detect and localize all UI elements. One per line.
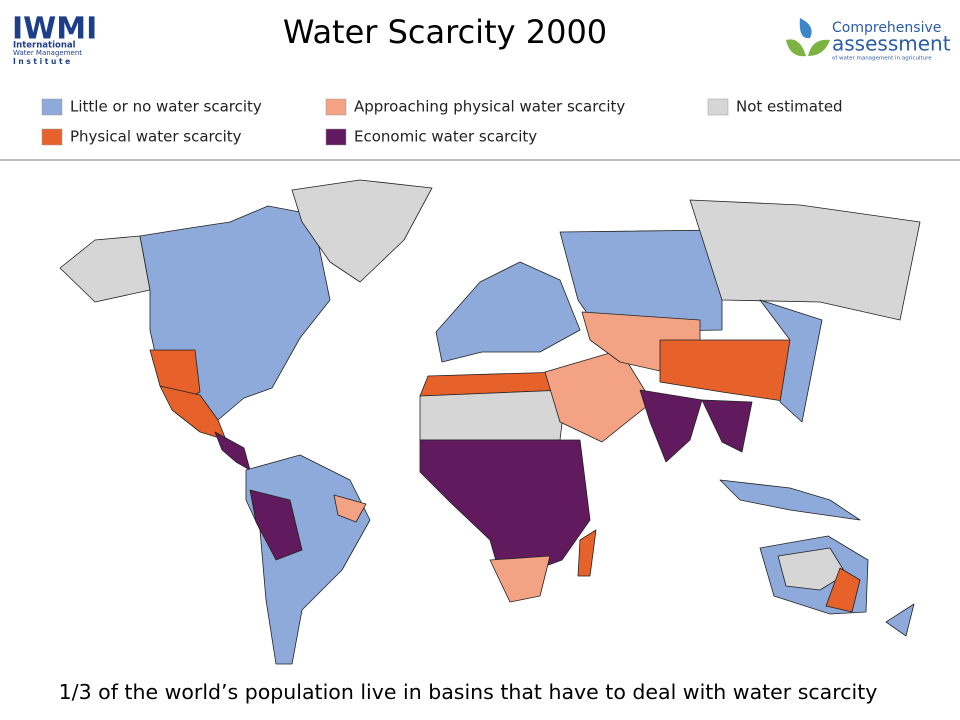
legend-swatch xyxy=(325,128,347,146)
logo-line: of water management in agriculture xyxy=(832,56,932,62)
region xyxy=(759,299,823,423)
region xyxy=(689,199,921,321)
logo-leaves xyxy=(786,39,830,57)
title: Water Scarcity 2000 xyxy=(283,13,607,51)
region xyxy=(489,555,551,603)
legend-swatch xyxy=(41,128,63,146)
region xyxy=(59,235,151,303)
region xyxy=(701,399,753,453)
legend-swatch xyxy=(325,98,347,116)
logo-mark: IWMI xyxy=(12,12,97,47)
logo-line: assessment xyxy=(832,32,951,56)
legend-label: Little or no water scarcity xyxy=(70,98,262,116)
iwmi-logo: IWMI International Water Management I n … xyxy=(12,12,97,67)
ca-logo: Comprehensive assessment of water manage… xyxy=(786,18,951,62)
region xyxy=(639,389,703,463)
region xyxy=(435,261,581,363)
legend-label: Physical water scarcity xyxy=(70,128,242,146)
region xyxy=(214,431,251,471)
region xyxy=(544,349,653,443)
legend-label: Not estimated xyxy=(736,98,843,116)
region xyxy=(333,494,367,523)
region xyxy=(419,389,567,441)
logo-line: International xyxy=(13,41,76,51)
region xyxy=(777,547,847,591)
world-map xyxy=(59,179,921,665)
logo-line: Water Management xyxy=(13,49,82,57)
legend-swatch xyxy=(707,98,729,116)
region xyxy=(719,479,861,521)
legend-label: Approaching physical water scarcity xyxy=(354,98,625,116)
logo-line: I n s t i t u t e xyxy=(13,57,70,66)
legend: Little or no water scarcity Physical wate… xyxy=(41,98,843,146)
region xyxy=(885,603,915,637)
region xyxy=(249,489,303,561)
region xyxy=(245,454,371,665)
legend-swatch xyxy=(41,98,63,116)
region xyxy=(659,339,791,403)
region xyxy=(291,179,433,283)
logo-line: Comprehensive xyxy=(832,20,941,36)
logo-drop xyxy=(799,18,812,39)
region xyxy=(577,529,597,577)
region xyxy=(825,567,861,613)
caption: 1/3 of the world’s population live in ba… xyxy=(59,680,878,704)
legend-label: Economic water scarcity xyxy=(354,128,537,146)
